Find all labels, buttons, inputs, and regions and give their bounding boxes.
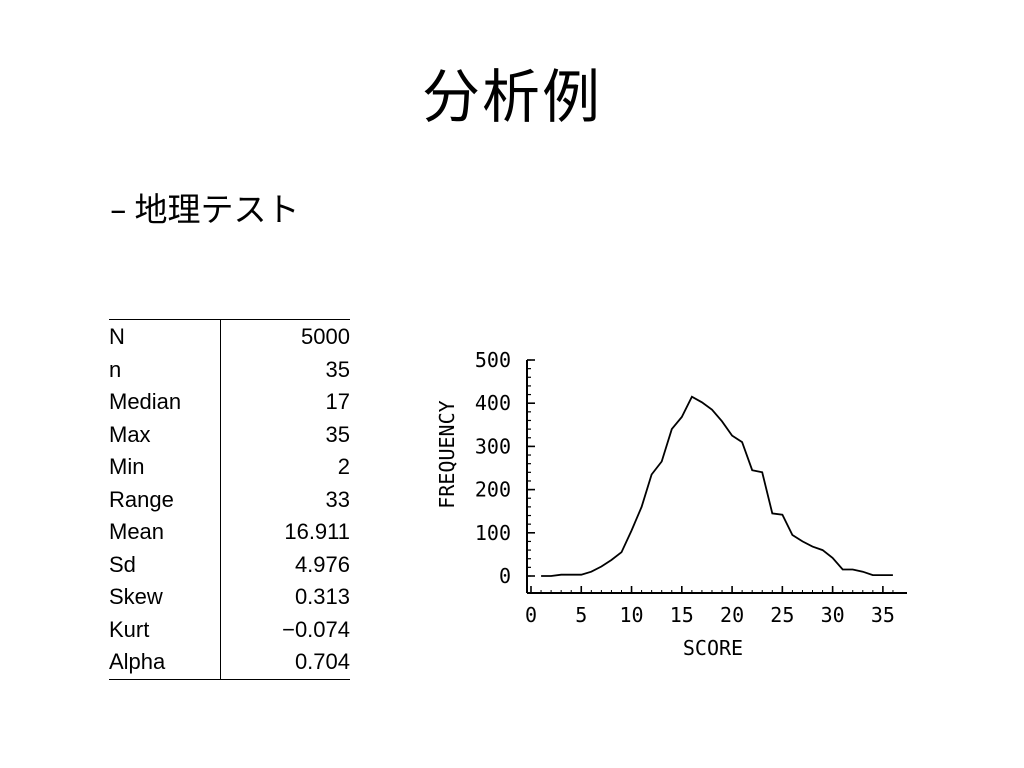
table-row: N 5000 <box>109 319 350 354</box>
frequency-chart: 0 100 200 300 400 500 0 5 10 15 20 25 30 35 SCORE FREQU… <box>435 348 907 660</box>
table-row: Mean 16.911 <box>109 516 350 549</box>
table-row: Median 17 <box>109 386 350 419</box>
y-tick-label: 300 <box>475 434 511 458</box>
table-row: Max 35 <box>109 418 350 451</box>
x-tick-label: 20 <box>720 603 744 627</box>
x-tick-label: 10 <box>619 603 643 627</box>
stat-label: Sd <box>109 548 221 581</box>
table-row: Min 2 <box>109 451 350 484</box>
subtitle-dash: – <box>110 190 127 229</box>
stat-value: 33 <box>325 486 350 512</box>
table-row: Range 33 <box>109 483 350 516</box>
table-row: n 35 <box>109 353 350 386</box>
stat-value: 0.313 <box>294 584 350 609</box>
slide-title: 分析例 <box>421 63 602 131</box>
x-axis-label: SCORE <box>683 636 743 660</box>
stat-value: 35 <box>325 421 350 447</box>
stat-value: 17 <box>325 389 350 414</box>
stat-value: 0.704 <box>294 649 350 674</box>
y-axis-label: FREQUENCY <box>435 400 459 508</box>
stat-label: Alpha <box>109 646 221 679</box>
subtitle-text: 地理テスト <box>134 190 300 229</box>
stat-value: 35 <box>325 356 350 382</box>
x-tick-label: 15 <box>670 603 694 627</box>
frequency-line <box>541 395 893 577</box>
y-tick-label: 400 <box>475 391 511 415</box>
stat-value: −0.074 <box>282 616 350 642</box>
table-row: Kurt −0.074 <box>109 613 350 646</box>
table-row: Sd 4.976 <box>109 548 350 581</box>
stat-label: Mean <box>109 516 221 549</box>
x-tick-label: 25 <box>770 603 794 627</box>
x-tick-label: 35 <box>871 603 895 627</box>
slide-subtitle: – 地理テスト <box>110 188 300 232</box>
statistics-table: N 5000 n 35 Median 17 Max 35 Min 2 Range 33 Me… <box>109 319 350 680</box>
stat-value: 16.911 <box>284 519 350 544</box>
y-tick-label: 100 <box>475 521 511 545</box>
table-row: Skew 0.313 <box>109 581 350 614</box>
y-tick-label: 200 <box>475 478 511 502</box>
stat-label: Range <box>109 483 221 516</box>
x-tick-label: 0 <box>525 603 537 627</box>
stat-value: 2 <box>337 454 350 479</box>
x-tick-label: 5 <box>575 603 587 627</box>
stat-label: Median <box>109 386 221 419</box>
stat-value: 5000 <box>301 324 350 349</box>
table-row: Alpha 0.704 <box>109 646 350 679</box>
x-tick-label: 30 <box>821 603 845 627</box>
stat-label: n <box>109 353 221 386</box>
y-tick-label: 500 <box>475 348 511 372</box>
stat-label: Kurt <box>109 613 221 646</box>
stat-label: Skew <box>109 581 221 614</box>
stat-label: N <box>109 319 221 354</box>
stat-label: Min <box>109 451 221 484</box>
stat-label: Max <box>109 418 221 451</box>
y-tick-label: 0 <box>499 564 511 588</box>
stat-value: 4.976 <box>294 551 350 577</box>
